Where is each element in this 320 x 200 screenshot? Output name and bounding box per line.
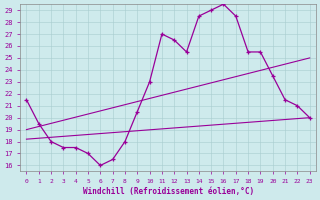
X-axis label: Windchill (Refroidissement éolien,°C): Windchill (Refroidissement éolien,°C) <box>83 187 254 196</box>
